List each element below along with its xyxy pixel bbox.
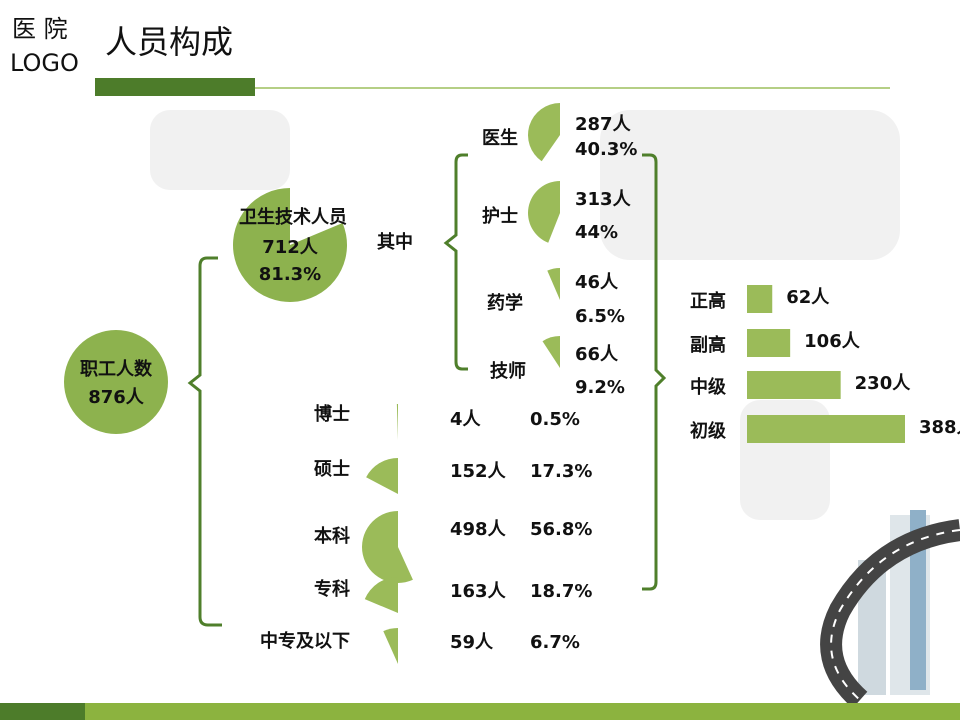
logo-line2: LOGO bbox=[10, 49, 79, 77]
pie-sector bbox=[383, 628, 398, 664]
value-label: 152人 bbox=[450, 461, 507, 482]
percent-label: 56.8% bbox=[530, 519, 592, 540]
pie-sector bbox=[366, 458, 398, 494]
percent-label: 9.2% bbox=[575, 377, 625, 398]
among-label: 其中 bbox=[377, 231, 413, 253]
pie-sector bbox=[547, 268, 560, 300]
percent-label: 17.3% bbox=[530, 461, 592, 482]
bar bbox=[747, 371, 841, 399]
title-bar bbox=[95, 78, 255, 96]
role-label: 技师 bbox=[490, 360, 526, 382]
percent-label: 44% bbox=[575, 222, 618, 243]
bracket bbox=[642, 153, 667, 591]
percent-label: 6.7% bbox=[530, 632, 580, 653]
education-label: 专科 bbox=[314, 578, 350, 600]
role-label: 药学 bbox=[487, 292, 523, 314]
education-label: 中专及以下 bbox=[260, 630, 350, 652]
pie-sector bbox=[528, 181, 560, 243]
value-label: 498人 bbox=[450, 519, 507, 540]
logo-line1: 医 院 bbox=[12, 15, 68, 43]
value-label: 106人 bbox=[804, 331, 861, 352]
role-label: 医生 bbox=[482, 127, 518, 149]
footer-bar-dark bbox=[0, 703, 85, 720]
percent-label: 18.7% bbox=[530, 581, 592, 602]
bar bbox=[747, 415, 905, 443]
education-label: 硕士 bbox=[314, 459, 350, 480]
value-label: 163人 bbox=[450, 581, 507, 602]
percent-label: 6.5% bbox=[575, 306, 625, 327]
bar bbox=[747, 329, 791, 357]
value-label: 313人 bbox=[575, 189, 632, 210]
value-label: 4人 bbox=[450, 409, 482, 430]
title-label: 副高 bbox=[690, 334, 726, 356]
value-label: 59人 bbox=[450, 632, 494, 653]
education-label: 本科 bbox=[314, 525, 350, 547]
role-label: 护士 bbox=[482, 205, 518, 227]
building-decoration bbox=[820, 510, 960, 709]
value-label: 66人 bbox=[575, 344, 619, 365]
total-label: 职工人数 bbox=[80, 358, 153, 380]
percent-label: 0.5% bbox=[530, 409, 580, 430]
label: 卫生技术人员 bbox=[239, 206, 347, 228]
percent-label: 40.3% bbox=[575, 139, 637, 160]
value-label: 287人 bbox=[575, 114, 632, 135]
pie-sector bbox=[233, 188, 347, 302]
background-decoration bbox=[150, 110, 900, 520]
education-label: 博士 bbox=[314, 403, 350, 425]
title-label: 初级 bbox=[690, 420, 727, 442]
pie-sector bbox=[396, 404, 398, 440]
value-label: 712人 bbox=[262, 237, 319, 258]
footer-bar bbox=[85, 703, 960, 720]
pie-sector bbox=[542, 336, 560, 368]
percent-label: 81.3% bbox=[259, 264, 321, 285]
value-label: 388人 bbox=[919, 417, 960, 438]
value-label: 46人 bbox=[575, 272, 619, 293]
total-circle bbox=[64, 330, 168, 434]
value-label: 62人 bbox=[786, 287, 830, 308]
title: 人员构成 bbox=[105, 23, 233, 61]
pie-sector bbox=[528, 103, 560, 162]
bar bbox=[747, 285, 773, 313]
pie-sector bbox=[364, 577, 398, 613]
bracket bbox=[187, 256, 222, 627]
bracket bbox=[443, 153, 468, 371]
value-label: 230人 bbox=[855, 373, 912, 394]
title-label: 中级 bbox=[690, 376, 727, 398]
total-value: 876人 bbox=[88, 387, 145, 408]
pie-sector bbox=[361, 511, 413, 583]
title-label: 正高 bbox=[690, 290, 726, 312]
